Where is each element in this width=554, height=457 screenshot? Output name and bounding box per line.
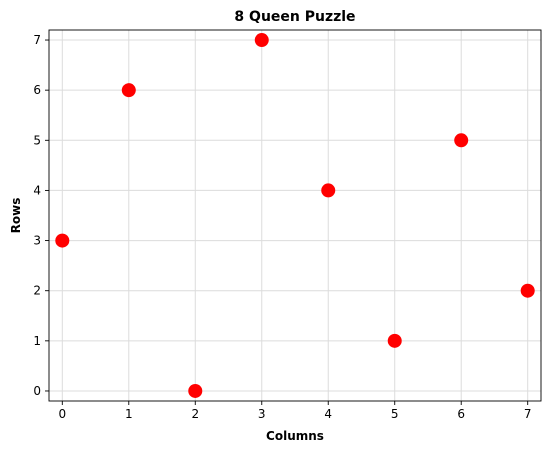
x-tick-label: 1 [125, 407, 133, 421]
queen-point [387, 333, 402, 348]
y-tick-label: 3 [33, 234, 41, 248]
points-layer [55, 33, 535, 398]
x-axis-title: Columns [266, 429, 324, 443]
queen-point [321, 183, 336, 198]
x-tick-label: 5 [391, 407, 399, 421]
x-tick-label: 3 [258, 407, 266, 421]
y-tick-label: 5 [33, 133, 41, 147]
queen-point [454, 133, 469, 148]
x-tick-label: 2 [191, 407, 199, 421]
x-tick-label: 7 [524, 407, 532, 421]
queen-point [188, 383, 203, 398]
ticks-layer: 0 1 2 3 4 5 6 7 0 1 2 3 4 5 6 7 [33, 33, 531, 421]
queen-point [520, 283, 535, 298]
queen-point [55, 233, 70, 248]
x-tick-label: 6 [457, 407, 465, 421]
y-tick-label: 4 [33, 183, 41, 197]
plot-frame [48, 29, 542, 402]
y-tick-label: 2 [33, 284, 41, 298]
y-axis-title: Rows [9, 198, 23, 234]
y-tick-label: 7 [33, 33, 41, 47]
y-tick-label: 0 [33, 384, 41, 398]
queen-point [254, 33, 269, 48]
x-tick-label: 4 [324, 407, 332, 421]
y-tick-label: 1 [33, 334, 41, 348]
queen-point [121, 83, 136, 98]
chart-title: 8 Queen Puzzle [234, 9, 355, 25]
y-tick-label: 6 [33, 83, 41, 97]
x-tick-label: 0 [58, 407, 66, 421]
